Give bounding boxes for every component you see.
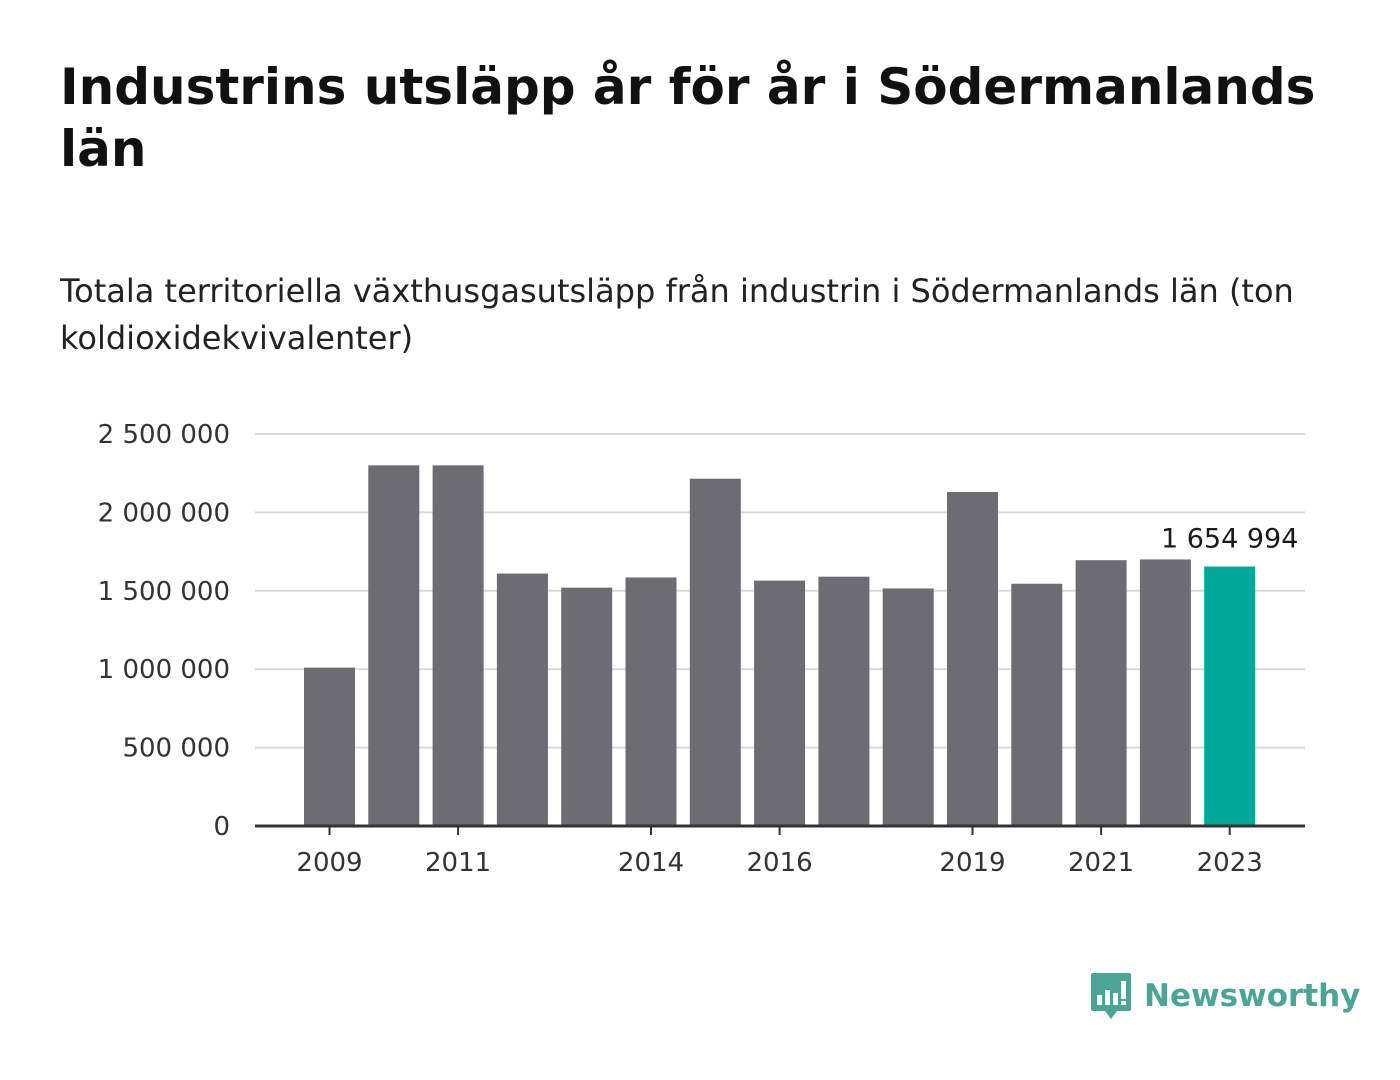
- brand-logo: Newsworthy: [1090, 970, 1360, 1022]
- bar-2019: [947, 492, 998, 826]
- bar-2013: [561, 587, 613, 826]
- x-tick-label: 2009: [296, 848, 362, 878]
- bar-2020: [1011, 583, 1063, 826]
- x-tick-label: 2011: [425, 848, 491, 878]
- y-tick-label: 500 000: [122, 734, 230, 764]
- bar-2011: [432, 465, 484, 826]
- x-tick-label: 2016: [747, 848, 813, 878]
- bar-2023: [1204, 566, 1256, 826]
- chart-subtitle: Totala territoriella växthusgasutsläpp f…: [60, 272, 1294, 357]
- data-labels: 1 654 994: [1161, 523, 1298, 554]
- bar-2018: [882, 588, 934, 826]
- bar-2021: [1075, 560, 1127, 826]
- y-axis-ticks: 0 500 000 1 000 000 1 500 000 2 000 000 2 500…: [98, 420, 230, 842]
- x-tick-label: 2019: [939, 848, 1005, 878]
- bar-2022: [1139, 559, 1191, 826]
- bar-chart-speech-bubble-icon: [1091, 973, 1131, 1019]
- bar-2016: [754, 580, 806, 826]
- bar-2009: [304, 667, 355, 826]
- x-axis-ticks: 2009 2011 2014 2016 2019 2021 2023: [296, 826, 1263, 878]
- highlight-value-label: 1 654 994: [1161, 523, 1298, 554]
- bars: [304, 465, 1256, 826]
- bar-2012: [496, 573, 548, 826]
- bar-2017: [818, 576, 870, 826]
- y-tick-label: 2 500 000: [98, 420, 230, 450]
- bar-2010: [368, 465, 420, 826]
- y-tick-label: 1 000 000: [98, 655, 230, 685]
- x-tick-label: 2021: [1068, 848, 1134, 878]
- x-tick-label: 2023: [1197, 848, 1263, 878]
- bar-2014: [625, 577, 677, 826]
- x-tick-label: 2014: [618, 848, 684, 878]
- y-tick-label: 1 500 000: [98, 577, 230, 607]
- chart-title: Industrins utsläpp år för år i Södermanl…: [60, 58, 1316, 178]
- bar-2015: [689, 478, 741, 826]
- y-tick-label: 2 000 000: [98, 498, 230, 528]
- brand-name: Newsworthy: [1144, 978, 1361, 1014]
- y-tick-label: 0: [213, 812, 230, 842]
